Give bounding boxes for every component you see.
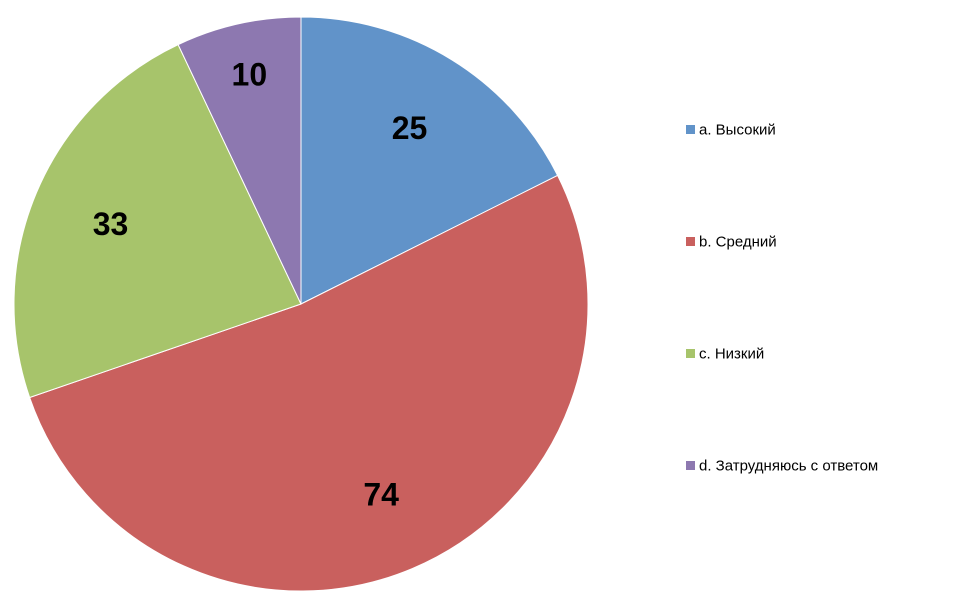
data-label: 33: [93, 206, 129, 242]
data-label: 74: [363, 476, 399, 512]
legend-label: a. Высокий: [699, 122, 776, 139]
legend-swatch: [686, 125, 695, 134]
pie-slices: [13, 16, 589, 592]
legend-swatch: [686, 349, 695, 358]
data-label: 25: [392, 110, 428, 146]
legend-swatch: [686, 461, 695, 470]
pie-data-labels: 25 74 33 10: [93, 56, 428, 512]
legend-label: d. Затрудняюсь с ответом: [699, 458, 878, 475]
legend-swatch: [686, 237, 695, 246]
pie-slice: [29, 174, 589, 592]
pie-slice: [177, 16, 302, 305]
legend-label: b. Средний: [699, 234, 777, 251]
pie-slice: [300, 16, 559, 305]
legend: a. Высокий b. Средний c. Низкий d. Затрудня…: [686, 122, 878, 475]
pie-slice: [13, 43, 302, 399]
legend-label: c. Низкий: [699, 346, 764, 363]
data-label: 10: [232, 56, 268, 92]
